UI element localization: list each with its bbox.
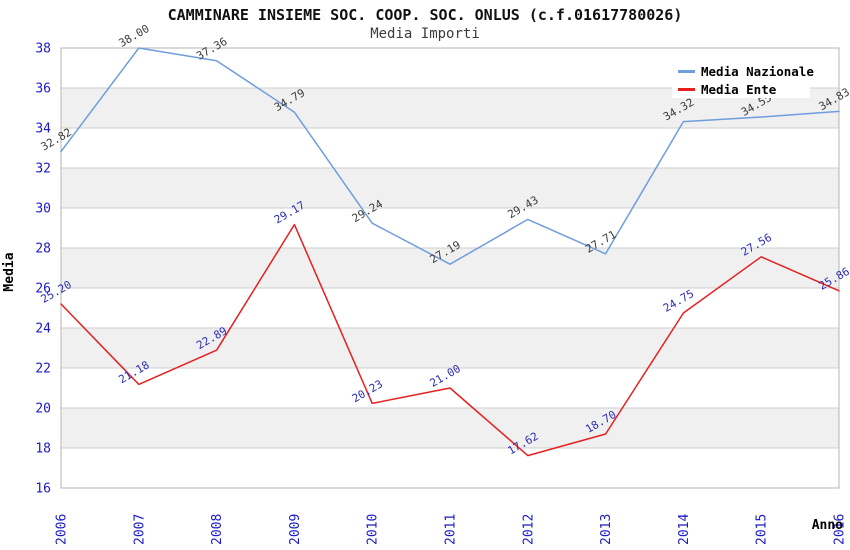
series-line-media-ente [60, 223, 840, 457]
svg-text:20: 20 [35, 402, 51, 417]
svg-text:28: 28 [35, 242, 51, 257]
svg-text:36: 36 [35, 82, 51, 97]
chart-title: CAMMINARE INSIEME SOC. COOP. SOC. ONLUS … [167, 6, 683, 24]
svg-text:24: 24 [35, 322, 51, 337]
svg-text:34: 34 [35, 122, 51, 137]
x-axis-tick-labels: 2006 2007 2008 2009 2010 2011 2012 2013 2014 2015… [55, 514, 848, 545]
grid-lines [60, 47, 840, 489]
svg-text:2006: 2006 [55, 514, 70, 545]
legend-item-media-nazionale: Media Nazionale [678, 64, 814, 79]
svg-text:38: 38 [35, 42, 51, 57]
legend-label-media-ente: Media Ente [701, 82, 777, 97]
svg-text:2008: 2008 [210, 514, 225, 545]
y-axis-tick-labels: 16 18 20 22 24 26 28 30 32 34 36 38 [35, 42, 51, 497]
legend-label-media-nazionale: Media Nazionale [701, 64, 814, 79]
svg-text:16: 16 [35, 482, 51, 497]
svg-text:2009: 2009 [288, 514, 303, 545]
svg-text:32: 32 [35, 162, 51, 177]
series-line-media-nazionale [60, 47, 840, 265]
svg-text:38.00: 38.00 [116, 22, 151, 50]
svg-text:2012: 2012 [521, 514, 536, 545]
legend: Media Nazionale Media Ente [672, 53, 814, 98]
svg-text:2007: 2007 [132, 514, 147, 545]
legend-item-media-ente: Media Ente [678, 82, 777, 97]
svg-text:30: 30 [35, 202, 51, 217]
svg-text:26: 26 [35, 282, 51, 297]
svg-text:2013: 2013 [599, 514, 614, 545]
plot-bands [61, 48, 839, 488]
y-axis-title: Media [2, 252, 17, 291]
x-axis-title: Anno [812, 518, 843, 533]
svg-text:2011: 2011 [444, 514, 459, 545]
svg-text:18: 18 [35, 442, 51, 457]
svg-text:22: 22 [35, 362, 51, 377]
svg-text:2015: 2015 [755, 514, 770, 545]
svg-text:2010: 2010 [366, 514, 381, 545]
chart-subtitle: Media Importi [370, 26, 480, 42]
svg-text:2014: 2014 [677, 514, 692, 545]
svg-text:2016: 2016 [833, 514, 848, 545]
